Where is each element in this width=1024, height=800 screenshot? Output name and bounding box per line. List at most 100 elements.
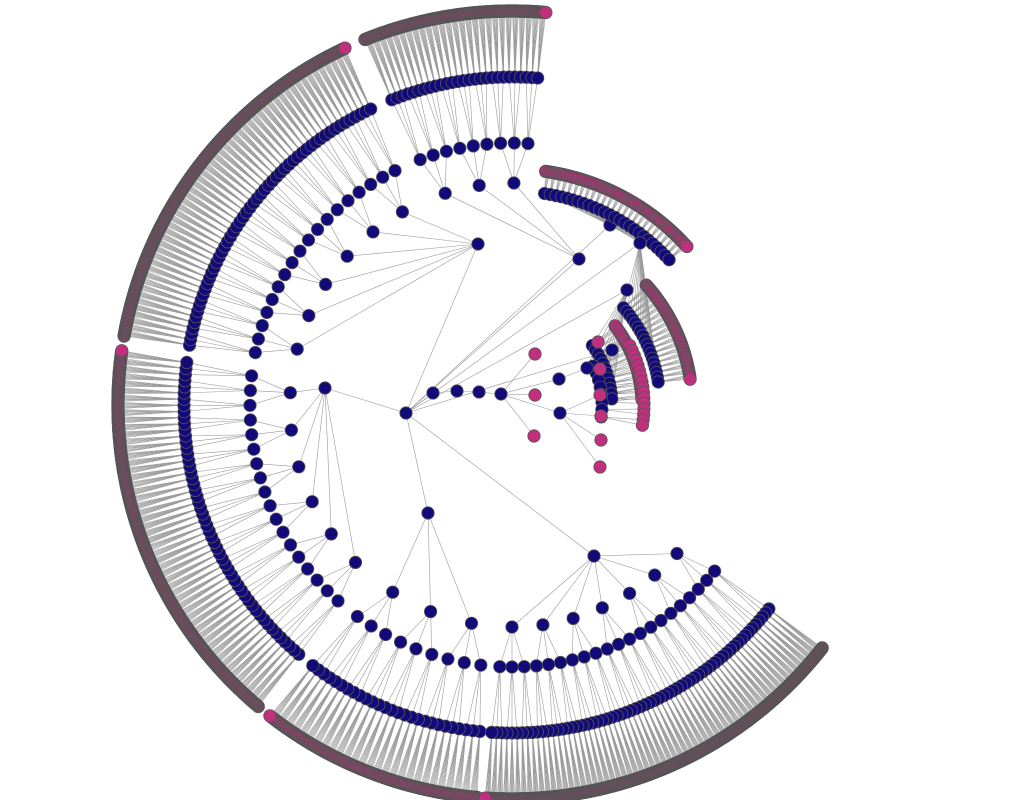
edge [194, 170, 247, 213]
edge [225, 531, 284, 565]
internal-node [290, 342, 304, 356]
edge [491, 77, 501, 144]
edge [119, 372, 185, 381]
edge [263, 579, 318, 620]
edge [469, 731, 481, 797]
edge [490, 732, 497, 799]
edge [473, 145, 480, 186]
edge [317, 229, 348, 257]
edge [187, 448, 254, 455]
internal-node [425, 647, 439, 662]
internal-node [707, 564, 722, 578]
internal-node [302, 308, 316, 323]
edge [689, 597, 739, 643]
internal-node [605, 343, 619, 357]
edge [706, 580, 757, 625]
edge [193, 600, 249, 638]
edge [125, 329, 190, 346]
edge [188, 448, 254, 461]
edge [134, 501, 199, 519]
edge [250, 390, 291, 393]
edge [189, 595, 246, 632]
internal-node [320, 212, 334, 226]
leaf-node [527, 429, 541, 443]
internal-node [352, 185, 366, 199]
edge [480, 78, 488, 145]
internal-node [388, 164, 402, 178]
internal-node [572, 252, 586, 266]
edge [500, 393, 561, 414]
internal-node [271, 280, 285, 294]
edge [118, 423, 185, 425]
internal-node [441, 652, 455, 666]
edge [560, 662, 578, 727]
internal-node [293, 244, 307, 258]
edge [582, 725, 595, 791]
edge [226, 133, 273, 182]
edge [405, 289, 628, 414]
internal-node [413, 153, 427, 167]
edge [298, 600, 339, 655]
edge [184, 405, 251, 412]
edge [593, 555, 630, 594]
edge [185, 590, 242, 626]
edge [124, 466, 190, 476]
edge [680, 605, 727, 654]
edge [631, 710, 654, 773]
edge [340, 701, 373, 761]
internal-node [517, 660, 531, 674]
edge [324, 387, 356, 563]
leaf-node [338, 41, 352, 55]
internal-node [255, 318, 269, 333]
edge [415, 22, 431, 88]
leaf-node [591, 335, 605, 349]
edge [537, 12, 547, 79]
edge [127, 478, 193, 491]
edge [282, 501, 313, 533]
edge [379, 714, 406, 777]
edge [626, 712, 648, 776]
edge [629, 638, 655, 701]
internal-node [253, 471, 267, 485]
edge [207, 283, 268, 313]
edge [260, 193, 309, 241]
internal-node [421, 506, 435, 520]
edge [280, 172, 328, 220]
edge [714, 570, 770, 610]
edge [654, 574, 681, 606]
edge [583, 656, 608, 720]
internal-node [284, 423, 298, 437]
internal-node [580, 361, 594, 375]
leaf-node [528, 388, 542, 402]
edge [484, 732, 492, 799]
edge [337, 562, 356, 602]
edge [267, 579, 318, 625]
edge [741, 638, 787, 689]
edge [640, 706, 665, 769]
internal-node [457, 655, 471, 670]
edge [155, 547, 217, 575]
internal-node [276, 525, 290, 539]
edge [632, 242, 641, 320]
edge [201, 299, 263, 326]
edge [347, 634, 386, 690]
edge [276, 176, 328, 220]
edge [629, 242, 641, 316]
edge [117, 401, 185, 406]
edge [536, 665, 548, 732]
edge [191, 333, 256, 353]
internal-node [611, 637, 626, 651]
edge [593, 555, 655, 576]
edge [256, 463, 299, 468]
edge [398, 648, 417, 713]
edge [385, 648, 417, 708]
edge [308, 243, 479, 316]
internal-node [521, 136, 535, 151]
edge [378, 642, 401, 705]
internal-node [651, 375, 665, 389]
edge [640, 633, 678, 689]
edge [252, 568, 308, 606]
internal-node [320, 584, 334, 598]
edge [542, 624, 561, 663]
edge [128, 484, 194, 498]
